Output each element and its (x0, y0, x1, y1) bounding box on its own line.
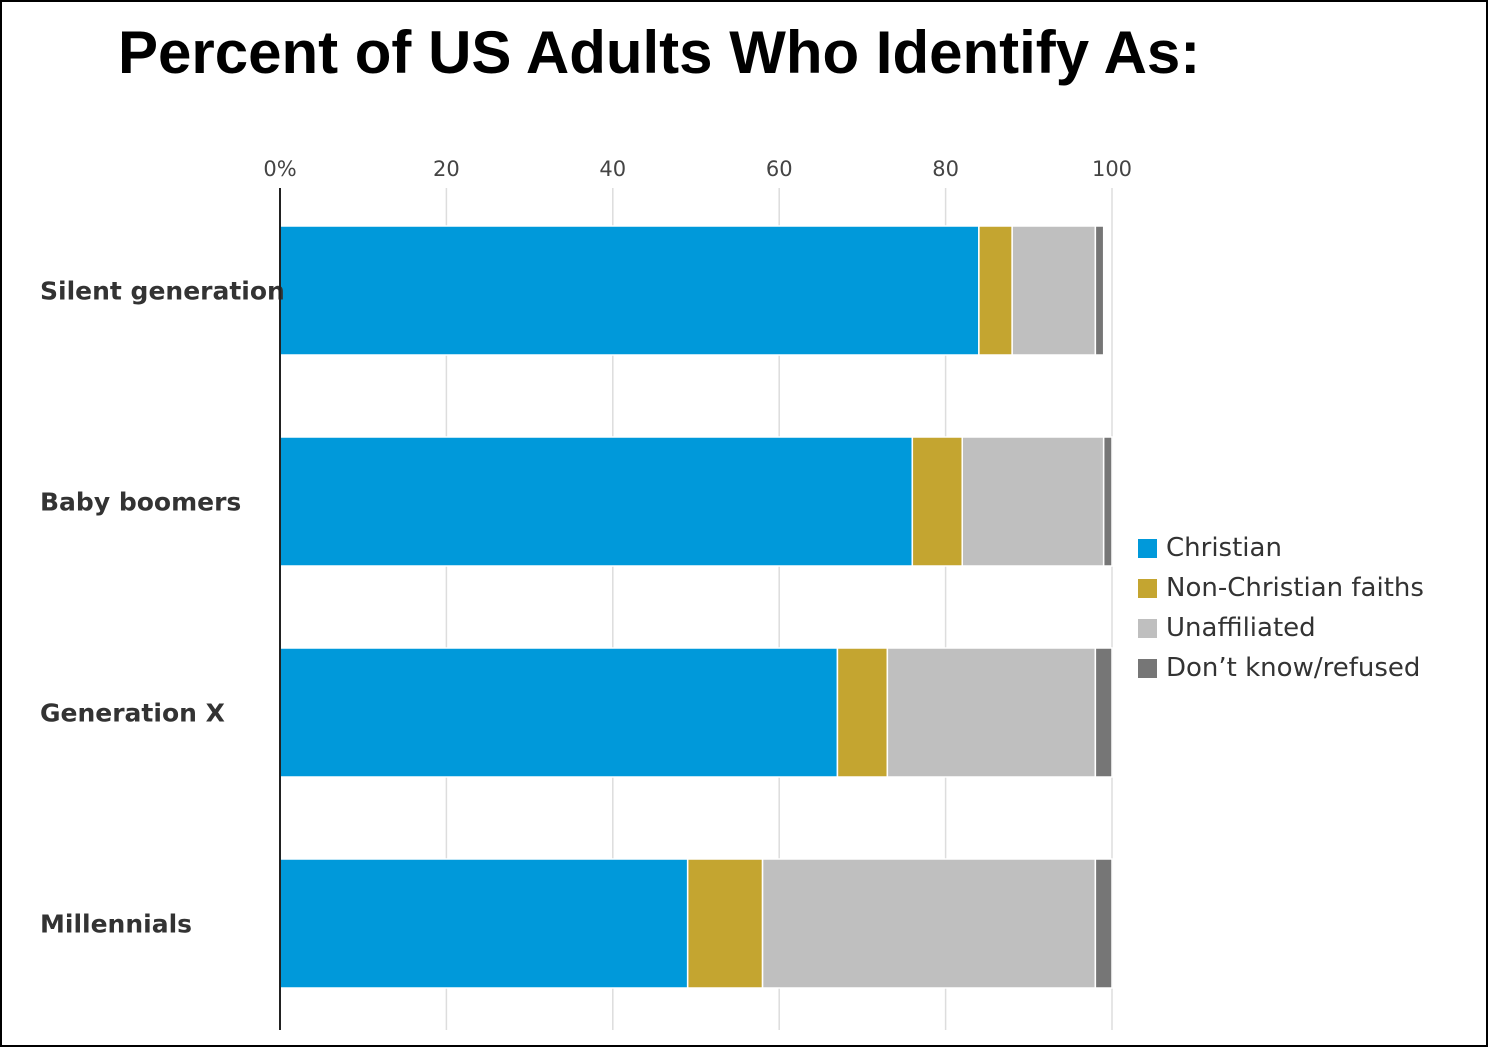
bar-segment (686, 858, 764, 989)
x-tick-label: 0% (263, 157, 296, 181)
bar-segment (1011, 225, 1097, 356)
legend-label: Non-Christian faiths (1166, 573, 1424, 603)
legend-label: Christian (1166, 533, 1282, 563)
legend-swatch (1138, 538, 1157, 558)
bar-segment (886, 647, 1097, 778)
bar-segment (978, 225, 1013, 356)
x-tick-label: 20 (433, 157, 460, 181)
bar-segment (761, 858, 1097, 989)
x-tick-label: 100 (1092, 157, 1132, 181)
bar-segment (1094, 858, 1113, 989)
legend-item: Christian (1138, 528, 1424, 568)
bar-segment (279, 436, 914, 567)
legend-item: Non-Christian faiths (1138, 568, 1424, 608)
x-tick-label: 60 (766, 157, 793, 181)
bar-segment (1094, 647, 1113, 778)
bar-segment (961, 436, 1105, 567)
bar-segment (279, 225, 980, 356)
category-label: Baby boomers (40, 488, 241, 517)
legend-swatch (1138, 658, 1157, 678)
bar-segment (1094, 225, 1105, 356)
legend-item: Unaffiliated (1138, 608, 1424, 648)
legend-label: Unaffiliated (1166, 613, 1316, 643)
category-label: Millennials (40, 910, 192, 939)
category-label: Generation X (40, 699, 225, 728)
bar-segment (279, 858, 689, 989)
x-tick-label: 80 (932, 157, 959, 181)
chart-legend: Christian Non-Christian faiths Unaffiliate… (1138, 528, 1424, 688)
bar-segment (911, 436, 963, 567)
legend-swatch (1138, 578, 1157, 598)
category-label: Silent generation (40, 277, 285, 306)
legend-item: Don’t know/refused (1138, 648, 1424, 688)
legend-swatch (1138, 618, 1157, 638)
x-tick-label: 40 (599, 157, 626, 181)
chart-title: Percent of US Adults Who Identify As: (118, 19, 1201, 86)
bar-segment (279, 647, 839, 778)
bar-segment (1102, 436, 1113, 567)
bar-segment (836, 647, 889, 778)
legend-label: Don’t know/refused (1166, 653, 1421, 683)
